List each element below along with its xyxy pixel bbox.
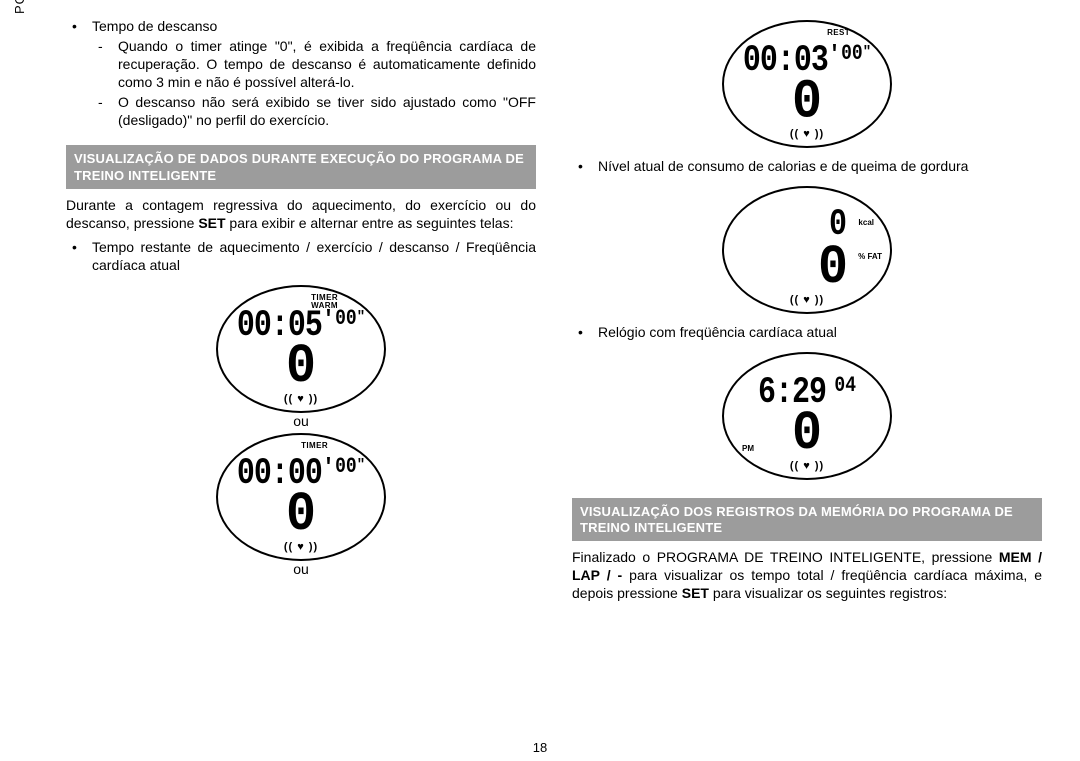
watch-mode-label: REST [827, 28, 850, 37]
bullet-text: Tempo de descanso [92, 18, 536, 36]
text: para visualizar os seguintes registros: [709, 585, 947, 601]
watch-big-digit: 0 [218, 484, 384, 547]
watch-figure-1: TIMER WARM 00:05'00" 0 (( ♥ )) ou TIMER … [66, 283, 536, 579]
watch-display: TIMER 00:00'00" 0 (( ♥ )) [216, 433, 386, 561]
pm-label: PM [742, 444, 754, 453]
page-number: 18 [533, 740, 547, 755]
tick: ' [322, 455, 335, 480]
or-label: ou [293, 413, 309, 429]
watch-display: 6:29 04 0 PM (( ♥ )) [722, 352, 892, 480]
bullet-item: • Tempo de descanso [66, 18, 536, 36]
sub-bullet-text: O descanso não será exibido se tiver sid… [118, 94, 536, 130]
watch-display: REST 00:03'00" 0 (( ♥ )) [722, 20, 892, 148]
heart-signal-icon: (( ♥ )) [724, 460, 890, 472]
watch-figure-3: REST 00:03'00" 0 (( ♥ )) [572, 18, 1042, 150]
watch-big-digit: 0 [724, 403, 890, 466]
watch-display: TIMER WARM 00:05'00" 0 (( ♥ )) [216, 285, 386, 413]
paragraph: Finalizado o PROGRAMA DE TREINO INTELIGE… [572, 549, 1042, 603]
bullet-item: • Tempo restante de aquecimento / exercí… [66, 239, 536, 275]
watch-small-digits: 00 [335, 454, 357, 479]
paragraph: Durante a contagem regressiva do aquecim… [66, 197, 536, 233]
watch-big-digit: 0 [724, 237, 890, 300]
watch-mode-label: TIMER [301, 441, 328, 450]
watch-big-digit: 0 [724, 71, 890, 134]
bullet-marker: • [572, 324, 598, 342]
page-columns: • Tempo de descanso - Quando o timer ati… [38, 18, 1042, 751]
right-column: REST 00:03'00" 0 (( ♥ )) • Nível atual d… [572, 18, 1042, 751]
or-label: ou [293, 561, 309, 577]
left-column: • Tempo de descanso - Quando o timer ati… [38, 18, 536, 751]
kcal-label: kcal [858, 218, 874, 227]
watch-big-digit: 0 [218, 336, 384, 399]
watch-small-digits: 04 [834, 373, 856, 398]
dash-marker: - [92, 94, 118, 130]
text: Finalizado o PROGRAMA DE TREINO INTELIGE… [572, 549, 999, 565]
text-bold: SET [198, 215, 225, 231]
section-header-2: VISUALIZAÇÃO DOS REGISTROS DA MEMÓRIA DO… [572, 498, 1042, 542]
text: para exibir e alternar entre as seguinte… [226, 215, 514, 231]
bullet-item: • Relógio com freqüência cardíaca atual [572, 324, 1042, 342]
watch-small-digits: 00 [335, 306, 357, 331]
bullet-item: • Nível atual de consumo de calorias e d… [572, 158, 1042, 176]
watch-figure-4: 0 kcal 0 % FAT (( ♥ )) [572, 184, 1042, 316]
language-tab: POR [12, 0, 27, 14]
watch-figure-5: 6:29 04 0 PM (( ♥ )) [572, 350, 1042, 482]
tick: " [863, 44, 871, 60]
bullet-text: Relógio com freqüência cardíaca atual [598, 324, 1042, 342]
bullet-text: Nível atual de consumo de calorias e de … [598, 158, 1042, 176]
section-header-1: VISUALIZAÇÃO DE DADOS DURANTE EXECUÇÃO D… [66, 145, 536, 189]
bullet-text: Tempo restante de aquecimento / exercíci… [92, 239, 536, 275]
watch-small-digits: 00 [841, 42, 863, 67]
fat-label: % FAT [858, 252, 882, 261]
bullet-marker: • [66, 239, 92, 275]
tick: ' [322, 307, 335, 332]
text-bold: SET [682, 585, 709, 601]
sub-bullet-item: - Quando o timer atinge "0", é exibida a… [92, 38, 536, 92]
tick: " [357, 457, 365, 473]
dash-marker: - [92, 38, 118, 92]
watch-display: 0 kcal 0 % FAT (( ♥ )) [722, 186, 892, 314]
heart-signal-icon: (( ♥ )) [218, 393, 384, 405]
heart-signal-icon: (( ♥ )) [218, 541, 384, 553]
sub-bullet-text: Quando o timer atinge "0", é exibida a f… [118, 38, 536, 92]
tick: " [357, 309, 365, 325]
tick: ' [828, 42, 841, 67]
bullet-marker: • [572, 158, 598, 176]
bullet-marker: • [66, 18, 92, 36]
sub-bullet-item: - O descanso não será exibido se tiver s… [92, 94, 536, 130]
heart-signal-icon: (( ♥ )) [724, 128, 890, 140]
heart-signal-icon: (( ♥ )) [724, 294, 890, 306]
